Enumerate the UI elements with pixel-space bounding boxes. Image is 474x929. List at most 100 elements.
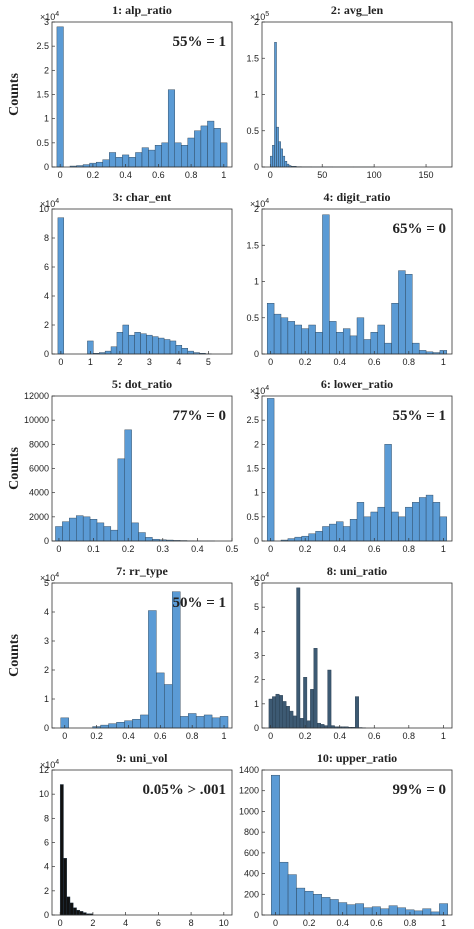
y-tick-label: 2 [254, 17, 259, 27]
y-tick-label: 1 [254, 277, 259, 287]
histogram-bar [69, 902, 74, 916]
x-tick-label: 0.8 [186, 731, 199, 741]
histogram-bar [280, 317, 289, 355]
y-tick-label: 0 [254, 723, 259, 733]
histogram-bar [313, 894, 322, 916]
y-tick-label: 8000 [29, 439, 49, 449]
y-multiplier-exponent: 4 [55, 572, 59, 579]
x-tick-label: 0 [268, 357, 273, 367]
x-tick-label: 1 [441, 357, 446, 367]
y-tick-label: 1200 [239, 786, 259, 796]
y-tick-label: 0 [254, 349, 259, 359]
x-tick-label: 0.6 [368, 731, 381, 741]
histogram-bar [274, 42, 277, 168]
annotation: 77% = 0 [172, 408, 226, 424]
x-tick-label: 1 [222, 731, 227, 741]
x-tick-label: 0.4 [333, 731, 346, 741]
x-tick-label: 0.6 [370, 918, 383, 928]
y-multiplier: ×104 [250, 572, 269, 583]
histogram-bar [102, 159, 110, 168]
y-tick-label: 4 [44, 862, 49, 872]
x-tick-label: 150 [419, 170, 434, 180]
histogram-bar [156, 672, 165, 729]
chart-title: 8: uni_ratio [327, 564, 387, 578]
histogram-bar [104, 350, 112, 355]
histogram-bar [180, 716, 189, 729]
y-tick-label: 1000 [239, 806, 259, 816]
histogram-bar [315, 531, 323, 542]
histogram-bar [349, 335, 358, 355]
x-tick-label: 0.5 [226, 544, 239, 554]
x-tick-label: 0.6 [368, 544, 381, 554]
histogram-bar [308, 324, 316, 355]
y-axis-label: Counts [7, 73, 22, 116]
histogram-bar [63, 858, 67, 916]
x-tick-label: 0.8 [185, 170, 198, 180]
histogram-bar [377, 324, 385, 355]
x-tick-label: 0.4 [333, 544, 346, 554]
x-tick-label: 0.6 [154, 731, 167, 741]
histogram-bar [284, 160, 288, 168]
histogram-bar [342, 328, 351, 355]
histogram-bar [56, 26, 64, 168]
histogram-bar [135, 152, 143, 168]
histogram-bar [62, 521, 70, 542]
histogram-bar [294, 324, 302, 355]
x-tick-label: 8 [189, 918, 194, 928]
x-tick-label: 100 [367, 170, 382, 180]
histogram-bar [398, 516, 406, 542]
y-multiplier-exponent: 5 [265, 11, 269, 18]
y-multiplier-exponent: 4 [265, 572, 269, 579]
histogram-bar [124, 429, 132, 542]
chart-title: 6: lower_ratio [321, 377, 393, 391]
annotation: 65% = 0 [392, 221, 446, 237]
x-tick-label: 0 [58, 918, 63, 928]
histogram-bar [322, 526, 330, 542]
histogram-bar [279, 695, 283, 729]
histogram-bar [306, 720, 311, 729]
y-tick-label: 2 [44, 886, 49, 896]
histogram-bar [329, 899, 339, 916]
histogram-bar [282, 155, 286, 168]
histogram-bar [349, 519, 358, 542]
y-tick-label: 0 [254, 536, 259, 546]
y-tick-label: 2 [44, 320, 49, 330]
y-multiplier: ×104 [40, 572, 59, 583]
histogram-bar [422, 908, 432, 916]
y-tick-label: 0 [44, 723, 49, 733]
histogram-bar [286, 163, 290, 168]
y-multiplier-base: ×10 [40, 573, 55, 583]
x-tick-label: 0.2 [299, 544, 312, 554]
histogram-bar [148, 149, 156, 168]
x-tick-label: 0.6 [152, 170, 165, 180]
histogram-bar [181, 145, 189, 168]
y-tick-label: 0.5 [246, 313, 259, 323]
histogram-bar [181, 348, 188, 355]
histogram-bar [308, 533, 316, 542]
histogram-bar [336, 332, 344, 355]
y-multiplier-base: ×10 [40, 199, 55, 209]
x-tick-label: 0.2 [90, 731, 103, 741]
chart-title: 4: digit_ratio [324, 190, 391, 204]
histogram-bar [377, 506, 385, 542]
y-multiplier: ×104 [250, 198, 269, 209]
x-tick-label: 2 [117, 357, 122, 367]
x-tick-label: 0.1 [87, 544, 100, 554]
y-tick-label: 800 [244, 827, 259, 837]
histogram-bar [148, 610, 157, 729]
histogram-bar [315, 332, 323, 355]
x-tick-label: 4 [123, 918, 128, 928]
histogram-bar [356, 502, 365, 542]
x-tick-label: 0 [273, 918, 278, 928]
histogram-bar [287, 321, 296, 355]
x-tick-label: 0 [268, 170, 273, 180]
x-tick-label: 3 [147, 357, 152, 367]
y-multiplier-exponent: 4 [265, 198, 269, 205]
y-tick-label: 0 [254, 162, 259, 172]
histogram-bar [207, 120, 215, 168]
y-multiplier-exponent: 4 [55, 11, 59, 18]
histogram-bar [432, 502, 441, 542]
histogram-bar [418, 497, 427, 542]
histogram-bar [405, 274, 413, 355]
y-tick-label: 10 [39, 789, 49, 799]
